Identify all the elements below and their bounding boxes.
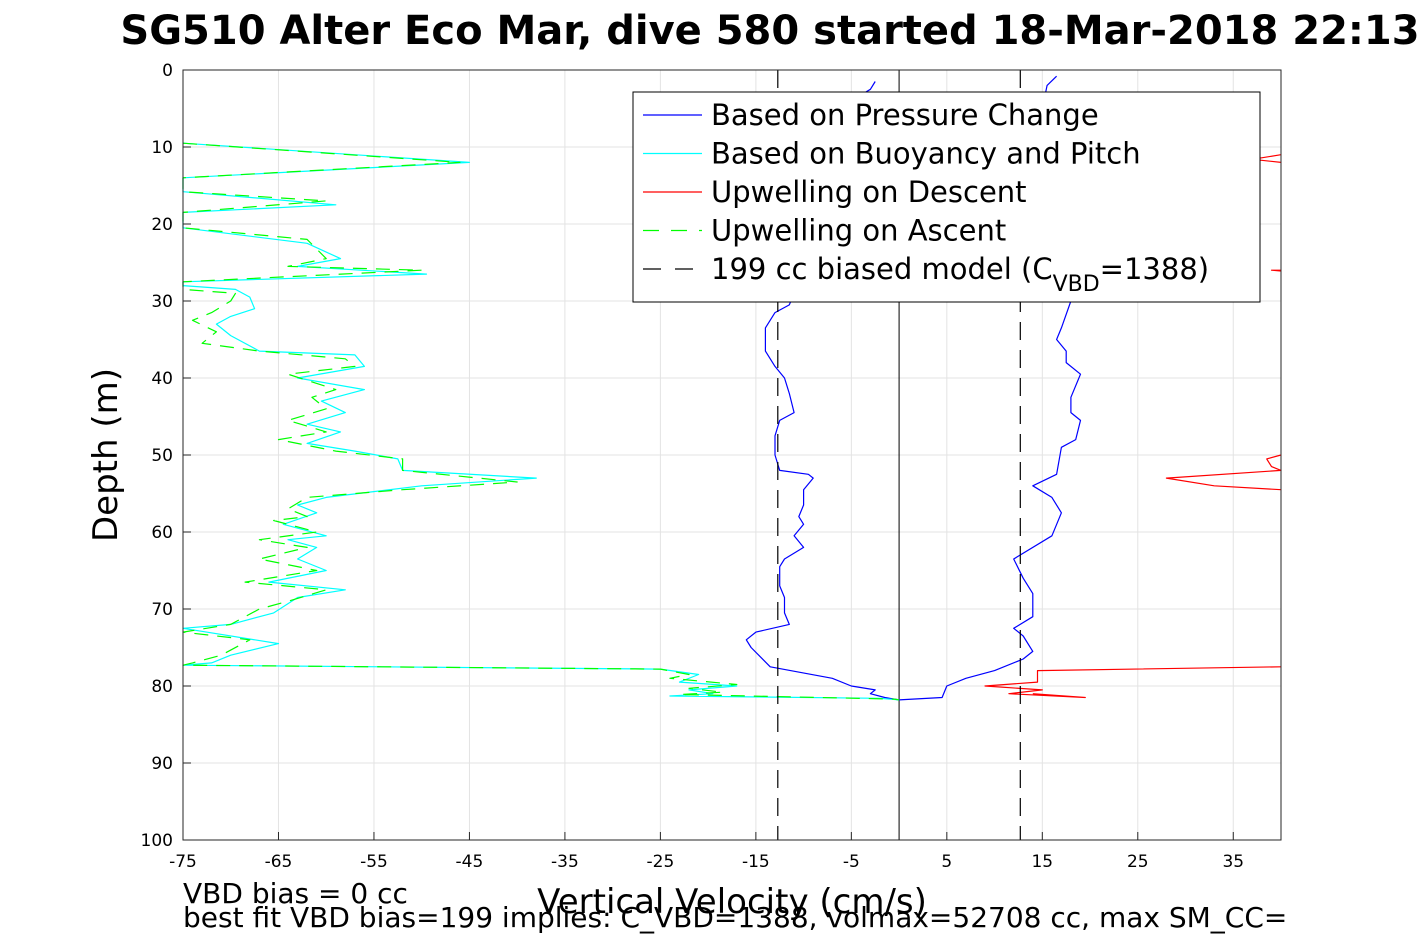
x-tick-label: 35 [1222,852,1244,872]
chart-title: SG510 Alter Eco Mar, dive 580 started 18… [120,8,1417,54]
legend-box [632,91,1261,303]
y-tick-label: 90 [151,754,173,774]
series-line [182,142,900,701]
x-tick-label: -35 [551,852,579,872]
y-tick-label: 50 [151,446,173,466]
x-ticks: -75 -65 -55 -45 -35 -25 -15 -5 5 15 25 35 [169,832,1244,872]
y-ticks: 0 10 20 30 40 50 60 70 80 90 100 [141,61,191,851]
x-tick-label: -25 [647,852,675,872]
y-tick-label: 30 [151,292,173,312]
y-tick-label: 60 [151,523,173,543]
legend-label: Upwelling on Descent [711,175,1027,209]
legend-label-suffix: =1388) [1100,252,1209,286]
legend-label: 199 cc biased model (CVBD=1388) [711,252,1209,297]
legend-label-subscript: VBD [1053,272,1100,297]
y-tick-label: 20 [151,215,173,235]
y-tick-label: 70 [151,600,173,620]
legend-label-text: Upwelling on Ascent [711,214,1006,248]
legend: Based on Pressure Change Based on Buoyanc… [632,91,1261,303]
x-tick-label: -45 [456,852,484,872]
x-tick-label: -15 [742,852,770,872]
legend-label-text: Upwelling on Descent [711,175,1027,209]
y-tick-label: 40 [151,369,173,389]
series-line [745,75,1082,701]
legend-label: Based on Buoyancy and Pitch [711,137,1141,171]
x-tick-label: 5 [941,852,952,872]
x-tick-label: 15 [1031,852,1053,872]
series-line [1270,269,1282,272]
vbd-bias-note: VBD bias = 0 cc [183,877,408,910]
legend-label: Upwelling on Ascent [711,214,1006,248]
x-tick-label: -55 [360,852,388,872]
y-tick-label: 100 [141,831,173,851]
x-tick-label: 25 [1127,852,1149,872]
series-line [984,666,1282,699]
legend-label-text: Based on Buoyancy and Pitch [711,137,1141,171]
y-axis-label: Depth (m) [86,368,126,542]
x-tick-label: -65 [265,852,293,872]
legend-label: Based on Pressure Change [711,98,1099,132]
y-tick-label: 80 [151,677,173,697]
legend-label-text: 199 cc biased model (C [711,252,1053,286]
x-axis-label: Vertical Velocity (cm/s) [537,882,927,922]
best-fit-note: best fit VBD bias=199 implies: C_VBD=138… [183,901,1287,934]
y-tick-label: 0 [162,61,173,81]
x-tick-label: -75 [169,852,197,872]
y-tick-label: 10 [151,138,173,158]
x-tick-label: -5 [843,852,860,872]
series-line [182,142,900,701]
legend-label-text: Based on Pressure Change [711,98,1099,132]
